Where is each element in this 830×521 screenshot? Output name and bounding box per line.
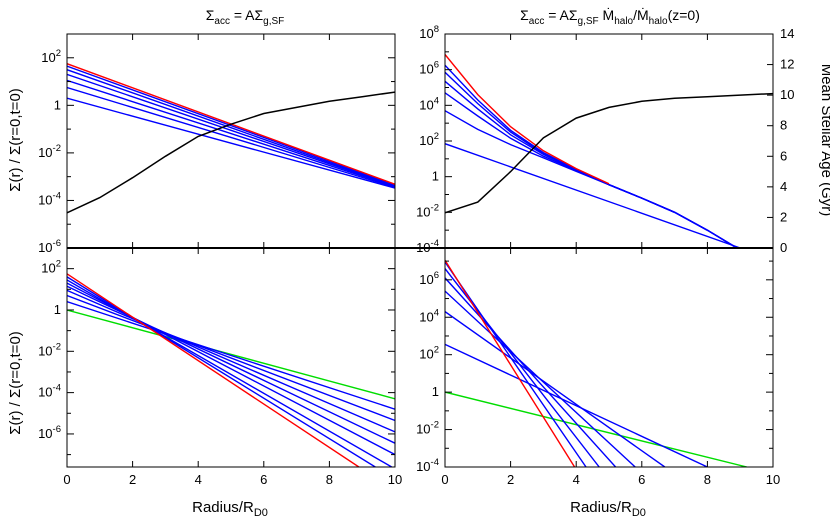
ytick-label: 108 <box>419 24 439 41</box>
series-blue-6 <box>445 261 587 467</box>
ytick-label: 102 <box>41 259 61 276</box>
series-blue-4 <box>67 285 395 444</box>
series-red-6 <box>445 54 610 185</box>
ytick-label: 10-6 <box>38 424 61 441</box>
right-ytick-label: 6 <box>780 148 787 163</box>
right-ytick-label: 4 <box>780 179 787 194</box>
xtick-label: 8 <box>326 472 333 487</box>
ytick-label: 102 <box>419 345 439 362</box>
xtick-label: 10 <box>388 472 402 487</box>
frame-top-right <box>444 33 774 249</box>
title-left: Σacc = AΣg,SF <box>206 7 285 27</box>
ytick-label: 102 <box>41 48 61 65</box>
xtick-label: 4 <box>195 472 202 487</box>
right-ytick-label: 8 <box>780 118 787 133</box>
xtick-label: 6 <box>260 472 267 487</box>
ytick-label: 104 <box>419 307 439 324</box>
series-blue-1 <box>445 343 708 467</box>
series-blue-5 <box>445 64 738 248</box>
xtick-label: 2 <box>129 472 136 487</box>
xlabel-left: Radius/RD0 <box>192 499 268 519</box>
right-ytick-label: 10 <box>780 87 794 102</box>
ytick-label: 10-4 <box>38 190 61 207</box>
ytick-label: 1 <box>432 169 439 184</box>
series-blue-3 <box>67 73 395 187</box>
frame-top-left <box>66 33 396 249</box>
series-blue-1 <box>67 301 395 410</box>
xtick-label: 4 <box>573 472 580 487</box>
right-ytick-label: 2 <box>780 209 787 224</box>
series-blue-0 <box>445 143 741 248</box>
plot-area-bottom-left <box>67 273 395 467</box>
series-blue-3 <box>67 289 395 433</box>
series-mean-age <box>445 92 773 214</box>
xtick-label: 10 <box>766 472 780 487</box>
series-blue-2 <box>445 92 738 248</box>
ytick-label: 10-4 <box>416 238 439 255</box>
series-blue-3 <box>445 290 636 467</box>
plot-area-top-left <box>67 63 395 214</box>
ytick-label: 104 <box>419 95 439 112</box>
series-blue-2 <box>67 79 395 188</box>
ytick-label: 10-2 <box>38 341 61 358</box>
series-blue-5 <box>67 65 395 186</box>
ytick-label: 10-2 <box>416 420 439 437</box>
series-red-7 <box>445 259 576 467</box>
series-mean-age <box>67 91 395 214</box>
series-blue-0 <box>67 97 395 189</box>
ylabel-right-age: Mean Stellar Age (Gyr) <box>818 64 830 217</box>
panel-top-right: 108 106 104 102 1 10-2 10-4 0 2 4 6 8 10 12 14 <box>416 24 794 255</box>
ytick-label: 1 <box>54 97 61 112</box>
series-blue-7 <box>67 276 376 467</box>
xtick-label: 0 <box>441 472 448 487</box>
xtick-label: 2 <box>507 472 514 487</box>
series-blue-2 <box>67 294 395 422</box>
frame-bottom-right <box>444 247 774 468</box>
ytick-label: 1 <box>432 384 439 399</box>
ytick-label: 102 <box>419 131 439 148</box>
series-blue-2 <box>445 311 666 467</box>
xtick-label: 0 <box>63 472 70 487</box>
panel-bottom-right: 0 2 4 6 8 10 106 104 102 1 10-2 10-4 <box>416 247 780 487</box>
series-blue-4 <box>445 277 617 467</box>
xtick-label: 8 <box>704 472 711 487</box>
right-ytick-label: 0 <box>780 240 787 255</box>
ylabel-top: Σ(r) / Σ(r=0,t=0) <box>7 88 24 192</box>
right-ytick-label: 14 <box>780 26 794 41</box>
panel-top-left: 102 1 10-2 10-4 10-6 <box>38 33 396 255</box>
ytick-label: 10-6 <box>38 238 61 255</box>
series-blue-1 <box>445 110 738 248</box>
ylabel-bottom: Σ(r) / Σ(r=0,t=0) <box>7 331 24 435</box>
series-blue-6 <box>67 279 393 467</box>
series-green-0 <box>445 391 747 467</box>
xtick-label: 6 <box>638 472 645 487</box>
panel-bottom-left: 0 2 4 6 8 10 102 1 10-2 10-4 10-6 <box>38 247 402 487</box>
ytick-label: 1 <box>54 302 61 317</box>
ytick-label: 106 <box>419 270 439 287</box>
series-blue-1 <box>67 86 395 189</box>
ytick-label: 106 <box>419 60 439 77</box>
xlabel-right: Radius/RD0 <box>570 499 646 519</box>
ytick-label: 10-2 <box>38 143 61 160</box>
ytick-label: 10-4 <box>38 383 61 400</box>
plot-area-bottom-right <box>445 259 747 467</box>
series-blue-4 <box>67 69 395 187</box>
plot-area-top-right <box>445 54 773 248</box>
series-green-0 <box>67 309 395 400</box>
ytick-label: 10-2 <box>416 202 439 219</box>
right-ytick-label: 12 <box>780 57 794 72</box>
title-right: Σacc = AΣg,SF Ṁhalo/Ṁhalo(z=0) <box>520 6 700 27</box>
series-red-8 <box>67 273 360 467</box>
ytick-label: 10-4 <box>416 457 439 474</box>
